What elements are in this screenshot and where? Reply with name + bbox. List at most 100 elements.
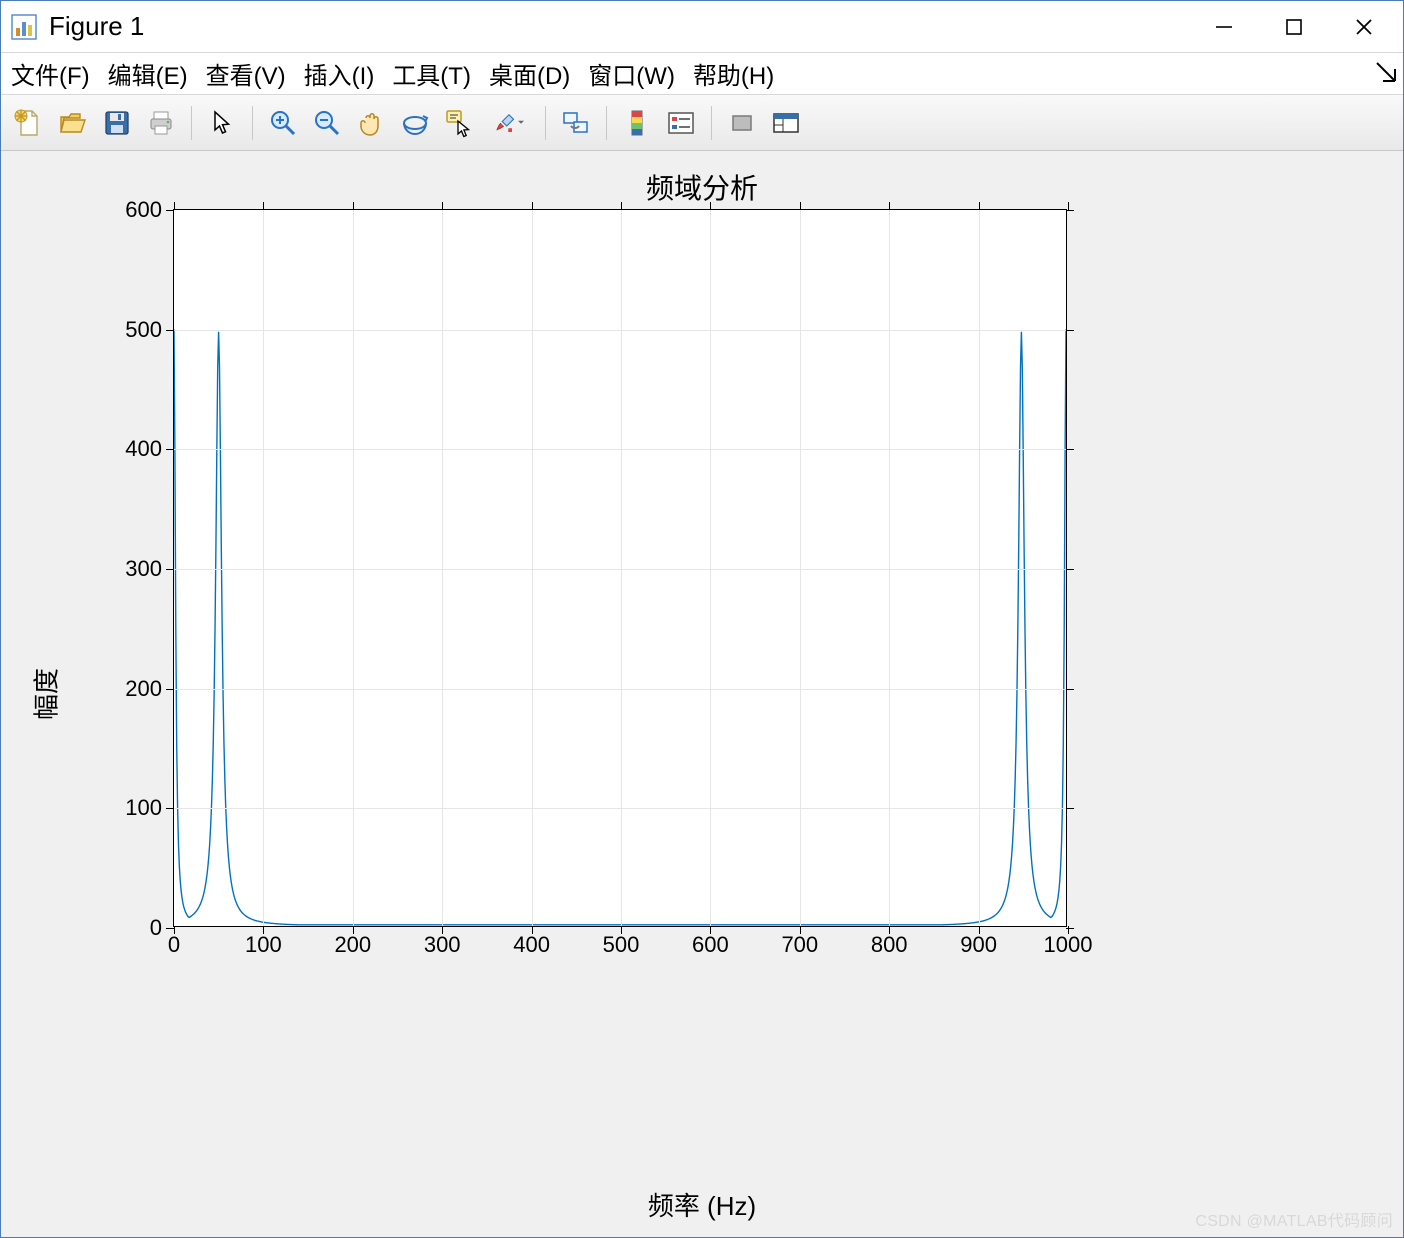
tickmark-y bbox=[166, 449, 174, 450]
xtick-label: 1000 bbox=[1044, 932, 1093, 958]
minimize-button[interactable] bbox=[1189, 1, 1259, 53]
tickmark-x-top bbox=[174, 202, 175, 210]
tickmark-y bbox=[166, 928, 174, 929]
toolbar-separator bbox=[606, 106, 607, 140]
close-button[interactable] bbox=[1329, 1, 1399, 53]
tickmark-x-top bbox=[889, 202, 890, 210]
xtick-label: 400 bbox=[513, 932, 550, 958]
tickmark-y-right bbox=[1066, 569, 1074, 570]
tickmark-x-top bbox=[442, 202, 443, 210]
tickmark-y-right bbox=[1066, 808, 1074, 809]
link-axes-button[interactable] bbox=[556, 103, 596, 143]
xtick-label: 500 bbox=[603, 932, 640, 958]
gridline-horizontal bbox=[174, 808, 1066, 809]
gridline-vertical bbox=[263, 210, 264, 926]
tickmark-y bbox=[166, 569, 174, 570]
ytick-label: 400 bbox=[125, 436, 162, 462]
ytick-label: 600 bbox=[125, 197, 162, 223]
zoom-out-button[interactable] bbox=[307, 103, 347, 143]
xtick-label: 800 bbox=[871, 932, 908, 958]
save-button[interactable] bbox=[97, 103, 137, 143]
ytick-label: 0 bbox=[150, 915, 162, 941]
ytick-label: 500 bbox=[125, 317, 162, 343]
toolbar-separator bbox=[191, 106, 192, 140]
ytick-label: 100 bbox=[125, 795, 162, 821]
toolbar-separator bbox=[545, 106, 546, 140]
xtick-label: 0 bbox=[168, 932, 180, 958]
tickmark-x-top bbox=[353, 202, 354, 210]
axes-box[interactable]: 0100200300400500600700800900100001002003… bbox=[173, 209, 1067, 927]
watermark-text: CSDN @MATLAB代码顾问 bbox=[1195, 1207, 1393, 1231]
menu-file[interactable]: 文件(F) bbox=[11, 56, 90, 91]
brush-button[interactable] bbox=[483, 103, 535, 143]
menu-edit[interactable]: 编辑(E) bbox=[108, 56, 188, 91]
xtick-label: 100 bbox=[245, 932, 282, 958]
gridline-vertical bbox=[621, 210, 622, 926]
line-series bbox=[174, 210, 1066, 926]
tickmark-x-top bbox=[1068, 202, 1069, 210]
plot-canvas[interactable]: 频域分析 幅度 频率 (Hz) 010020030040050060070080… bbox=[11, 157, 1393, 1231]
gridline-horizontal bbox=[174, 330, 1066, 331]
tickmark-x-top bbox=[263, 202, 264, 210]
gridline-vertical bbox=[710, 210, 711, 926]
tickmark-x-top bbox=[532, 202, 533, 210]
chart-ylabel: 幅度 bbox=[27, 668, 64, 720]
toolbar-separator bbox=[252, 106, 253, 140]
tickmark-x-top bbox=[979, 202, 980, 210]
titlebar: Figure 1 bbox=[1, 1, 1403, 53]
pointer-button[interactable] bbox=[202, 103, 242, 143]
gridline-vertical bbox=[532, 210, 533, 926]
window-title: Figure 1 bbox=[49, 11, 1189, 42]
xtick-label: 200 bbox=[334, 932, 371, 958]
gridline-vertical bbox=[442, 210, 443, 926]
new-figure-button[interactable] bbox=[9, 103, 49, 143]
zoom-in-button[interactable] bbox=[263, 103, 303, 143]
pan-button[interactable] bbox=[351, 103, 391, 143]
xtick-label: 600 bbox=[692, 932, 729, 958]
print-button[interactable] bbox=[141, 103, 181, 143]
figure-area: 频域分析 幅度 频率 (Hz) 010020030040050060070080… bbox=[1, 151, 1403, 1237]
tickmark-x-top bbox=[621, 202, 622, 210]
toolbar bbox=[1, 95, 1403, 151]
ytick-label: 200 bbox=[125, 676, 162, 702]
menu-tools[interactable]: 工具(T) bbox=[392, 56, 471, 91]
gridline-vertical bbox=[353, 210, 354, 926]
tickmark-y bbox=[166, 689, 174, 690]
gridline-vertical bbox=[800, 210, 801, 926]
xtick-label: 700 bbox=[781, 932, 818, 958]
tickmark-y-right bbox=[1066, 689, 1074, 690]
chart-xlabel: 频率 (Hz) bbox=[11, 1186, 1393, 1223]
insert-colorbar-button[interactable] bbox=[617, 103, 657, 143]
insert-legend-button[interactable] bbox=[661, 103, 701, 143]
gridline-horizontal bbox=[174, 689, 1066, 690]
tickmark-y bbox=[166, 210, 174, 211]
maximize-button[interactable] bbox=[1259, 1, 1329, 53]
open-button[interactable] bbox=[53, 103, 93, 143]
tickmark-y-right bbox=[1066, 928, 1074, 929]
tickmark-y bbox=[166, 808, 174, 809]
tickmark-y-right bbox=[1066, 210, 1074, 211]
toolbar-separator bbox=[711, 106, 712, 140]
gridline-vertical bbox=[889, 210, 890, 926]
data-cursor-button[interactable] bbox=[439, 103, 479, 143]
menu-help[interactable]: 帮助(H) bbox=[693, 56, 774, 91]
matlab-figure-icon bbox=[11, 14, 37, 40]
gridline-horizontal bbox=[174, 569, 1066, 570]
menu-desktop[interactable]: 桌面(D) bbox=[489, 56, 570, 91]
xtick-label: 300 bbox=[424, 932, 461, 958]
show-plot-tools-button[interactable] bbox=[766, 103, 806, 143]
gridline-horizontal bbox=[174, 449, 1066, 450]
chart-title: 频域分析 bbox=[11, 167, 1393, 207]
tickmark-x-top bbox=[710, 202, 711, 210]
hide-plot-tools-button[interactable] bbox=[722, 103, 762, 143]
menu-insert[interactable]: 插入(I) bbox=[304, 56, 375, 91]
tickmark-y bbox=[166, 330, 174, 331]
tickmark-x-top bbox=[800, 202, 801, 210]
undock-icon[interactable] bbox=[1375, 61, 1397, 83]
menubar: 文件(F) 编辑(E) 查看(V) 插入(I) 工具(T) 桌面(D) 窗口(W… bbox=[1, 53, 1403, 95]
spectrum-line bbox=[174, 329, 1066, 924]
menu-window[interactable]: 窗口(W) bbox=[588, 56, 675, 91]
tickmark-y-right bbox=[1066, 449, 1074, 450]
rotate3d-button[interactable] bbox=[395, 103, 435, 143]
menu-view[interactable]: 查看(V) bbox=[206, 56, 286, 91]
